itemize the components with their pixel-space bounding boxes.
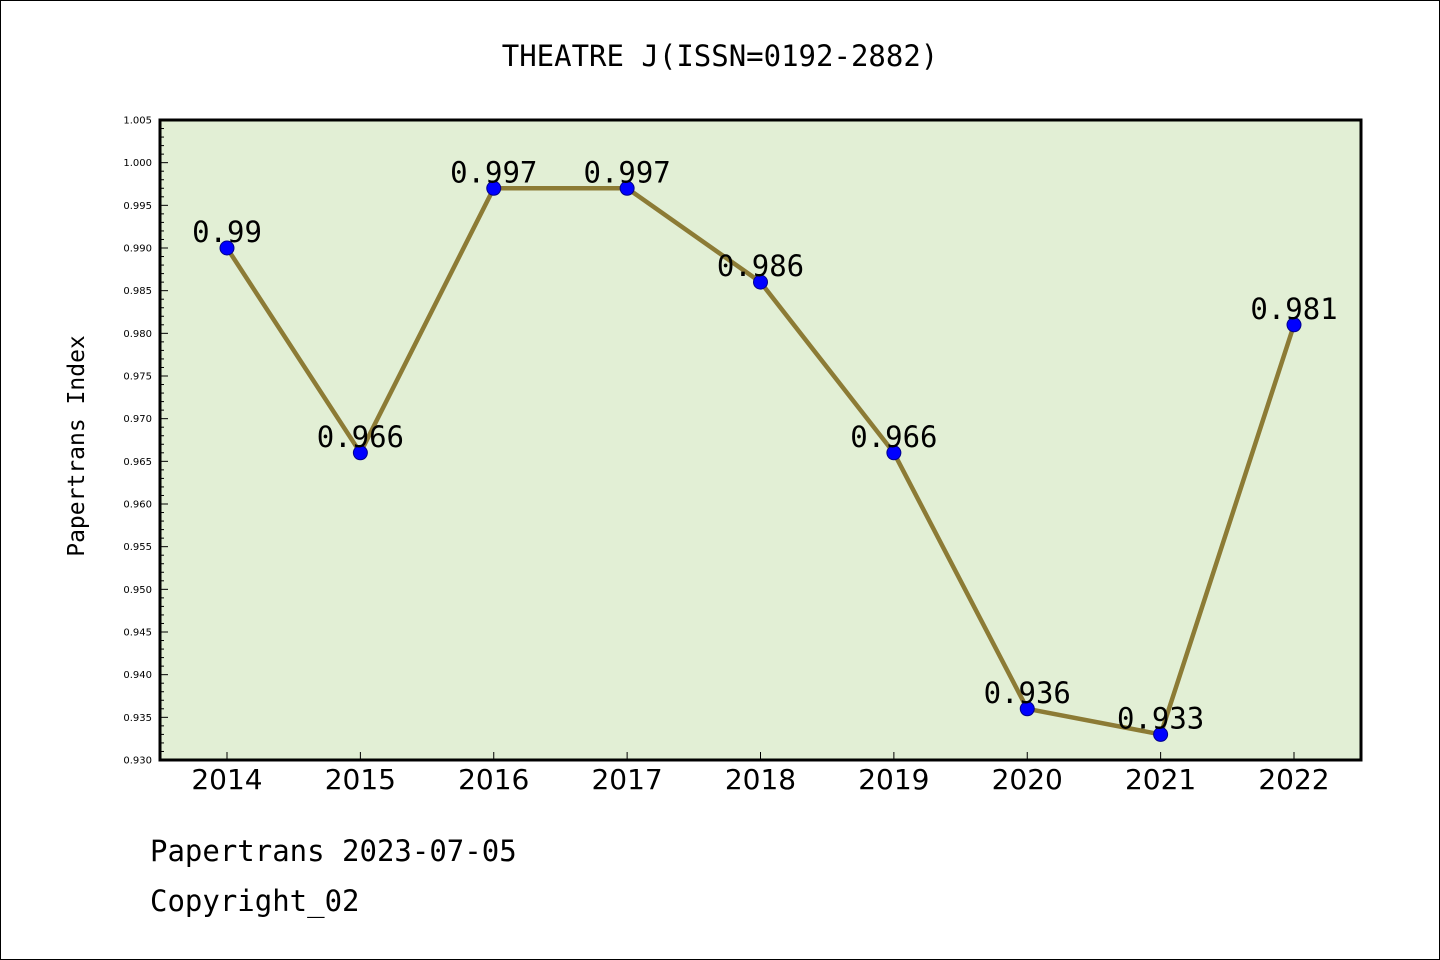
data-point [1153,726,1169,742]
y-tick-label: 1.000 [123,158,152,169]
y-tick-label: 0.935 [123,713,152,724]
data-point [753,274,768,290]
y-tick-label: 0.980 [123,329,152,340]
y-axis-label: Papertrans Index [64,335,90,557]
chart-title: THEATRE J(ISSN=0192-2882) [502,39,939,73]
y-tick-label: 0.940 [123,670,152,681]
data-label: 0.966 [850,420,937,454]
x-tick-label: 2022 [1258,763,1329,796]
y-tick-label: 1.005 [123,116,152,127]
x-tick-label: 2017 [591,763,662,796]
x-tick-label: 2015 [325,763,396,796]
data-label: 0.997 [450,155,537,189]
data-labels: 0.99 0.966 0.997 0.997 0.986 0.966 0.936 0.933 0… [192,155,1338,735]
y-tick-label: 0.975 [123,372,152,383]
data-point [352,445,368,461]
y-tick-label: 0.990 [123,244,152,255]
data-label: 0.997 [583,155,670,189]
x-tick-label: 2019 [858,763,929,796]
y-tick-label: 0.965 [123,457,152,468]
data-point [886,445,902,461]
data-label: 0.966 [317,420,404,454]
plot-border [158,118,1363,762]
y-tick-label: 0.930 [123,756,152,767]
y-tick-label: 0.985 [123,286,152,297]
data-point [1286,317,1302,333]
footer-date: Papertrans 2023-07-05 [150,834,517,868]
data-label: 0.933 [1117,701,1204,735]
x-tick-label: 2016 [458,763,529,796]
footer-copyright: Copyright_02 [150,884,360,918]
data-label: 0.981 [1250,292,1337,326]
x-tick-label: 2018 [725,763,796,796]
plot-area [160,120,1361,760]
y-tick-label: 0.955 [123,542,152,553]
x-tick-label: 2020 [992,763,1063,796]
data-points [219,180,1302,742]
data-label: 0.936 [984,676,1071,710]
data-point [1019,701,1035,717]
data-point [219,240,235,256]
data-label: 0.99 [192,215,262,249]
y-tick-label: 0.995 [123,201,152,212]
data-point [619,180,635,196]
y-tick-label: 0.950 [123,585,152,596]
data-label: 0.986 [717,249,804,283]
x-tick-label: 2014 [191,763,262,796]
y-tick-label: 0.945 [123,628,152,639]
y-tick-label: 0.960 [123,500,152,511]
y-tick-label: 0.970 [123,414,152,425]
x-tick-label: 2021 [1125,763,1196,796]
data-point [486,180,502,196]
x-axis-ticks: 2014 2015 2016 2017 2018 2019 2020 2021 2022 [191,752,1330,796]
y-axis-ticks: 0.930 0.935 0.940 0.945 0.950 0.955 0.960 0.965… [123,116,168,767]
